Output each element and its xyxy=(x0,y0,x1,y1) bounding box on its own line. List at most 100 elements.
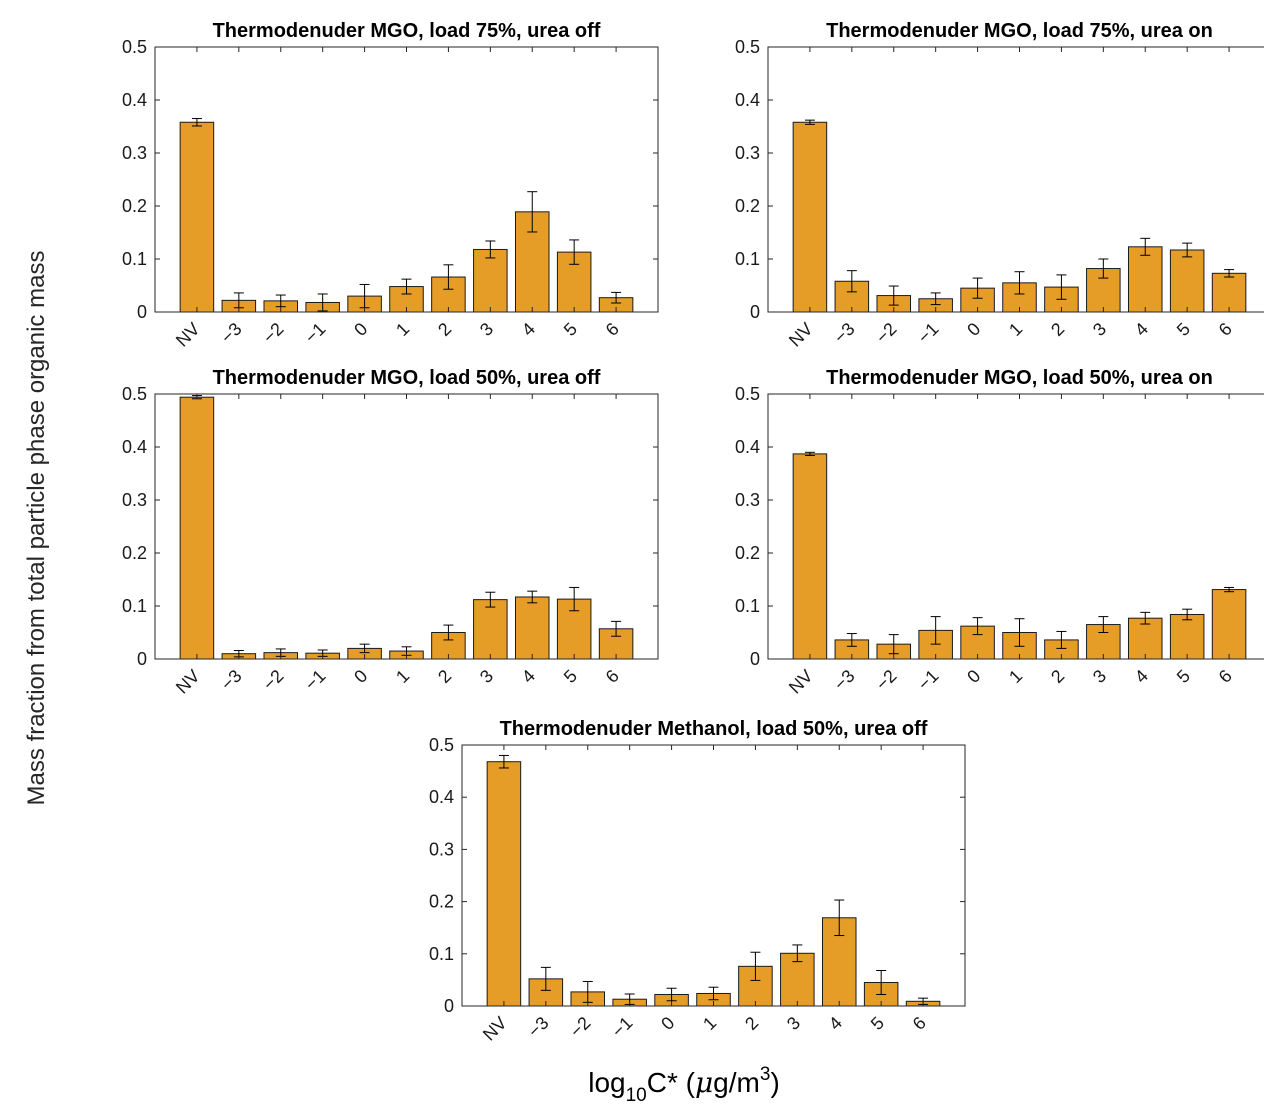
y-tick-label: 0.4 xyxy=(735,437,760,457)
x-tick-label: 0 xyxy=(350,319,371,340)
chart-title: Thermodenuder MGO, load 50%, urea on xyxy=(826,367,1213,389)
bar xyxy=(598,628,634,660)
x-tick-label: 4 xyxy=(825,1013,846,1034)
y-tick-label: 0.3 xyxy=(429,839,454,859)
y-tick-label: 0.2 xyxy=(735,543,760,563)
y-tick-label: 0.1 xyxy=(122,596,147,616)
x-tick-label: 6 xyxy=(909,1013,930,1034)
chart-title: Thermodenuder MGO, load 75%, urea on xyxy=(826,20,1213,42)
x-tick-label: −3 xyxy=(830,319,859,348)
y-tick-label: 0.5 xyxy=(735,37,760,57)
y-tick-label: 0.4 xyxy=(429,787,454,807)
x-tick-label: −1 xyxy=(301,319,330,348)
y-tick-label: 0.1 xyxy=(735,249,760,269)
x-tick-label: 1 xyxy=(1005,666,1026,687)
x-tick-label: 6 xyxy=(602,319,623,340)
x-tick-label: NV xyxy=(172,666,204,698)
y-tick-label: 0.5 xyxy=(122,37,147,57)
x-tick-label: −2 xyxy=(872,666,901,695)
bar xyxy=(1211,272,1247,313)
y-tick-label: 0.3 xyxy=(122,490,147,510)
figure-ylabel: Mass fraction from total particle phase … xyxy=(23,251,50,806)
x-tick-label: 3 xyxy=(1089,319,1110,340)
x-tick-label: 6 xyxy=(1215,666,1236,687)
y-tick-label: 0.2 xyxy=(735,196,760,216)
xlabel-unit: g/m xyxy=(713,1067,760,1098)
x-tick-label: 2 xyxy=(741,1013,762,1034)
y-tick-label: 0 xyxy=(137,649,147,669)
x-tick-label: −2 xyxy=(566,1013,595,1042)
x-tick-label: 0 xyxy=(963,319,984,340)
chart-panel-1: 00.10.20.30.40.5NV −3 −2 −1 0 1 2 3 4 5 6Thermoden… xyxy=(122,20,659,351)
bar xyxy=(179,396,215,660)
figure-xlabel: log10C* (μg/m3) xyxy=(588,1064,780,1104)
x-tick-label: 1 xyxy=(699,1013,720,1034)
x-tick-label: 0 xyxy=(657,1013,678,1034)
chart-title: Thermodenuder Methanol, load 50%, urea o… xyxy=(500,718,928,740)
y-tick-label: 0 xyxy=(444,996,454,1016)
x-tick-label: NV xyxy=(479,1013,511,1045)
chart-panel-3: 00.10.20.30.40.5NV −3 −2 −1 0 1 2 3 4 5 6Thermoden… xyxy=(122,367,659,698)
x-tick-label: 6 xyxy=(602,666,623,687)
y-tick-label: 0.3 xyxy=(735,490,760,510)
xlabel-unit-superscript: 3 xyxy=(760,1064,771,1085)
x-tick-label: 3 xyxy=(783,1013,804,1034)
y-tick-label: 0.1 xyxy=(122,249,147,269)
x-tick-label: 2 xyxy=(434,666,455,687)
x-tick-label: 2 xyxy=(1047,666,1068,687)
x-tick-label: −1 xyxy=(914,319,943,348)
x-tick-label: NV xyxy=(785,319,817,351)
x-tick-label: 4 xyxy=(1131,319,1152,340)
x-tick-label: 6 xyxy=(1215,319,1236,340)
chart-panel-2: 00.10.20.30.40.5NV −3 −2 −1 0 1 2 3 4 5 6Thermoden… xyxy=(735,20,1264,351)
xlabel-mu: μ xyxy=(695,1066,713,1099)
bar xyxy=(1169,613,1205,660)
chart-panels: 00.10.20.30.40.5NV −3 −2 −1 0 1 2 3 4 5 6Thermoden… xyxy=(122,20,1264,1045)
x-tick-label: 5 xyxy=(867,1013,888,1034)
x-tick-label: 1 xyxy=(1005,319,1026,340)
x-tick-label: −2 xyxy=(872,319,901,348)
x-tick-label: 3 xyxy=(476,666,497,687)
bar xyxy=(473,248,508,313)
x-tick-label: 5 xyxy=(560,666,581,687)
y-tick-label: 0.4 xyxy=(122,437,147,457)
xlabel-log: log xyxy=(588,1067,625,1098)
axes-box xyxy=(461,744,966,1007)
bar xyxy=(1169,249,1205,313)
x-tick-label: 1 xyxy=(392,666,413,687)
chart-panel-4: 00.10.20.30.40.5NV −3 −2 −1 0 1 2 3 4 5 6Thermoden… xyxy=(735,367,1264,698)
bar xyxy=(1127,246,1163,313)
x-tick-label: −3 xyxy=(217,319,246,348)
x-tick-label: −2 xyxy=(259,666,288,695)
y-tick-label: 0.5 xyxy=(429,735,454,755)
x-tick-label: 0 xyxy=(350,666,371,687)
chart-title: Thermodenuder MGO, load 50%, urea off xyxy=(213,367,601,389)
x-tick-label: 4 xyxy=(518,319,539,340)
x-tick-label: 2 xyxy=(1047,319,1068,340)
x-tick-label: −1 xyxy=(608,1013,637,1042)
y-tick-label: 0 xyxy=(137,302,147,322)
y-tick-label: 0.3 xyxy=(735,143,760,163)
x-tick-label: 4 xyxy=(518,666,539,687)
bar xyxy=(486,761,522,1007)
y-tick-label: 0.2 xyxy=(122,196,147,216)
x-tick-label: −1 xyxy=(301,666,330,695)
x-tick-label: 3 xyxy=(1089,666,1110,687)
y-tick-label: 0 xyxy=(750,649,760,669)
x-tick-label: 5 xyxy=(1173,319,1194,340)
x-tick-label: −1 xyxy=(914,666,943,695)
x-tick-label: 1 xyxy=(392,319,413,340)
x-tick-label: 5 xyxy=(560,319,581,340)
y-tick-label: 0.5 xyxy=(122,384,147,404)
x-tick-label: −3 xyxy=(524,1013,553,1042)
x-tick-label: −2 xyxy=(259,319,288,348)
x-tick-label: 2 xyxy=(434,319,455,340)
xlabel-log-subscript: 10 xyxy=(626,1085,647,1104)
xlabel-quantity: C* ( xyxy=(647,1067,696,1098)
bar xyxy=(179,121,215,313)
bar xyxy=(473,599,508,660)
y-tick-label: 0.3 xyxy=(122,143,147,163)
x-tick-label: NV xyxy=(172,319,204,351)
bar xyxy=(1211,589,1247,660)
